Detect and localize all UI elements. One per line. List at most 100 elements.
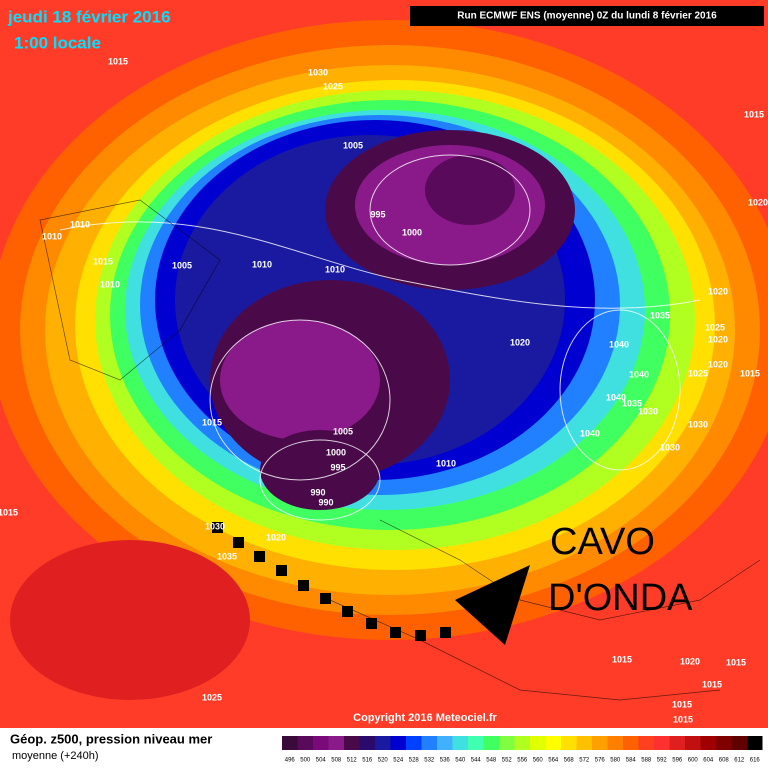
scale-swatch [669,736,685,750]
scale-swatch [530,736,546,750]
isobar-label: 1035 [622,398,642,408]
isobar-label: 1020 [510,337,530,347]
isobar-label: 1015 [740,368,760,378]
run: Run ECMWF ENS (moyenne) 0Z du lundi 8 fé… [457,11,717,22]
run-box [410,6,764,26]
scale-swatch [654,736,670,750]
scale-swatch [406,736,422,750]
scale-swatch [716,736,732,750]
scale-label: 576 [595,758,606,764]
scale-label: 504 [316,758,327,764]
scale-label: 520 [378,758,389,764]
isobar-label: 1040 [609,339,629,349]
isobar-label: 1015 [726,657,746,667]
trough-path [212,522,451,641]
isobar-label: 1035 [650,310,670,320]
scale-swatch [437,736,453,750]
isobar-label: 1020 [748,197,768,207]
scale-swatch [561,736,577,750]
scale-label: 560 [533,758,544,764]
isobar-labels: 1015 1030 1025 1005 995 1000 1010 1010 1005 1010 1… [0,56,768,724]
scale-swatch [452,736,468,750]
date: jeudi 18 février 2016 [7,7,171,26]
scale-label: 512 [347,758,358,764]
time: 1:00 locale [14,33,101,52]
scale-label: 556 [517,758,528,764]
scale-label: 604 [703,758,714,764]
isobar-label: 990 [310,487,325,497]
isobar-label: 1025 [202,692,222,702]
scale-label: 552 [502,758,513,764]
isobar-label: 1020 [708,286,728,296]
scale-label: 568 [564,758,575,764]
footer-sub: moyenne (+240h) [12,750,99,762]
isobar-label: 1015 [702,679,722,689]
isobar-label: 1030 [660,442,680,452]
scale-swatch [359,736,375,750]
scale-label: 572 [579,758,590,764]
isobar-label: 1010 [42,231,62,241]
isobar-label: 1005 [172,260,192,270]
scale-label: 612 [734,758,745,764]
scale-swatch [607,736,623,750]
scale-label: 540 [455,758,466,764]
color-scale: 496 500 504 508 512 516 520 524 528 532 536 540 544 5… [282,736,763,764]
scale-swatch [700,736,716,750]
isobar-label: 1020 [708,359,728,369]
scale-label: 496 [285,758,296,764]
isobar-label: 1030 [638,406,658,416]
scale-swatch [731,736,747,750]
scale-label: 596 [672,758,683,764]
isobar-label: 1020 [266,532,286,542]
isobar-label: 1005 [333,426,353,436]
isobar-label: 1030 [205,521,225,531]
copyright: Copyright 2016 Meteociel.fr [353,712,497,724]
scale-swatch [328,736,344,750]
scale-label: 608 [719,758,730,764]
scale-swatch [282,736,298,750]
scale-label: 544 [471,758,482,764]
scale-swatch [638,736,654,750]
isobar-label: 1035 [217,551,237,561]
arrow [455,565,530,645]
scale-swatch [468,736,484,750]
scale-swatch [375,736,391,750]
isobar-label: 1005 [343,140,363,150]
isobar-label: 1040 [580,428,600,438]
isobar-label: 1015 [93,256,113,266]
scale-label: 508 [331,758,342,764]
scale-label: 584 [626,758,637,764]
isobar-label: 1010 [325,264,345,274]
scale-label: 516 [362,758,373,764]
scale-swatch [592,736,608,750]
isobar-label: 1015 [612,654,632,664]
isobar-label: 1010 [100,279,120,289]
isobar-label: 1015 [202,417,222,427]
isobar-label: 1025 [688,368,708,378]
scale-label: 616 [750,758,761,764]
isobar-label: 1010 [252,259,272,269]
scale-swatch [390,736,406,750]
isobar-label: 1015 [744,109,764,119]
scale-swatch [483,736,499,750]
scale-swatch [421,736,437,750]
isobar-label: 990 [318,497,333,507]
scale-label: 548 [486,758,497,764]
scale-label: 592 [657,758,668,764]
scale-swatch [747,736,763,750]
isobar-label: 1030 [308,67,328,77]
annotation: D'ONDA [548,577,693,619]
isobar-label: 1015 [108,56,128,66]
scale-swatch [514,736,530,750]
scale-label: 588 [641,758,652,764]
isobar-label: 995 [370,209,385,219]
scale-swatch [297,736,313,750]
scale-label: 532 [424,758,435,764]
isobar-label: 1000 [402,227,422,237]
scale-label: 524 [393,758,404,764]
scale-label: 600 [688,758,699,764]
isobar-label: 1020 [680,656,700,666]
coastlines [39,199,761,701]
